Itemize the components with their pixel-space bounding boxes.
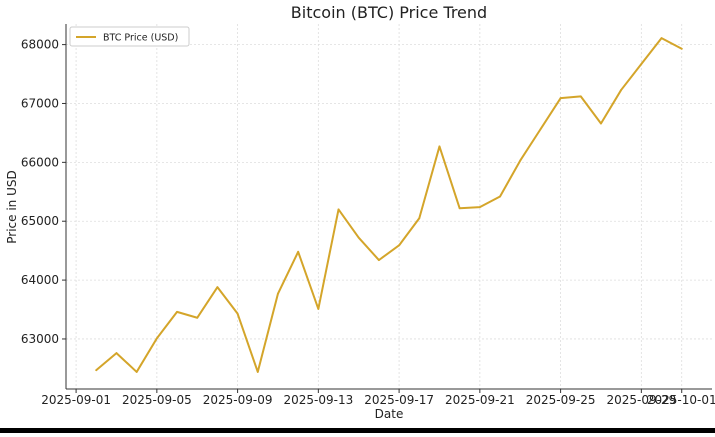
data-point bbox=[579, 95, 582, 98]
legend: BTC Price (USD) bbox=[69, 26, 190, 47]
y-axis-label: Price in USD bbox=[5, 170, 19, 243]
data-point bbox=[135, 371, 138, 373]
data-point bbox=[155, 337, 158, 340]
data-point bbox=[216, 286, 219, 289]
data-point bbox=[398, 244, 400, 247]
data-point bbox=[620, 89, 623, 91]
data-point bbox=[499, 195, 501, 198]
bottom-bar bbox=[0, 428, 715, 433]
x-tick-label: 2025-10-01 bbox=[647, 393, 715, 407]
data-point bbox=[418, 217, 421, 220]
data-point bbox=[277, 292, 279, 295]
y-tick-label: 64000 bbox=[21, 273, 59, 287]
y-tick-label: 65000 bbox=[21, 214, 59, 228]
grid-layer bbox=[66, 24, 712, 389]
x-axis-label: Date bbox=[375, 407, 404, 421]
data-point bbox=[236, 312, 239, 315]
btc-price-line bbox=[95, 37, 683, 373]
data-point bbox=[357, 236, 360, 239]
data-point bbox=[680, 47, 683, 50]
x-tick-label: 2025-09-05 bbox=[122, 393, 192, 407]
x-tick-label: 2025-09-29 bbox=[606, 393, 676, 407]
y-tick-label: 66000 bbox=[21, 155, 59, 169]
y-tick-label: 63000 bbox=[21, 332, 59, 346]
x-tick-label: 2025-09-09 bbox=[203, 393, 273, 407]
data-point bbox=[95, 369, 98, 372]
data-point bbox=[438, 145, 441, 148]
x-tick-label: 2025-09-21 bbox=[445, 393, 515, 407]
data-point bbox=[256, 371, 259, 373]
data-point bbox=[196, 316, 199, 319]
legend-label: BTC Price (USD) bbox=[103, 33, 178, 44]
legend-box bbox=[69, 26, 190, 47]
data-point bbox=[559, 97, 562, 100]
data-point bbox=[176, 310, 178, 313]
data-point bbox=[519, 159, 522, 162]
tick-layer: 63000 64000 65000 66000 67000 68000 2025-09-01… bbox=[21, 38, 715, 407]
series-layer bbox=[95, 37, 683, 373]
data-point bbox=[337, 208, 340, 211]
x-tick-label: 2025-09-25 bbox=[526, 393, 596, 407]
data-point bbox=[378, 259, 380, 261]
data-point bbox=[539, 128, 542, 131]
data-point bbox=[458, 207, 461, 210]
axes-layer bbox=[65, 24, 712, 390]
data-point bbox=[317, 308, 320, 310]
data-point bbox=[600, 122, 602, 125]
data-point bbox=[297, 250, 300, 253]
data-point bbox=[115, 352, 118, 354]
data-point bbox=[478, 206, 481, 208]
y-tick-label: 67000 bbox=[21, 96, 59, 110]
y-tick-label: 68000 bbox=[21, 38, 59, 52]
data-point bbox=[640, 63, 643, 65]
x-tick-label: 2025-09-17 bbox=[364, 393, 434, 407]
chart-title: Bitcoin (BTC) Price Trend bbox=[291, 3, 487, 22]
x-tick-label: 2025-09-01 bbox=[41, 393, 111, 407]
x-tick-label: 2025-09-13 bbox=[283, 393, 353, 407]
data-point bbox=[660, 37, 663, 40]
